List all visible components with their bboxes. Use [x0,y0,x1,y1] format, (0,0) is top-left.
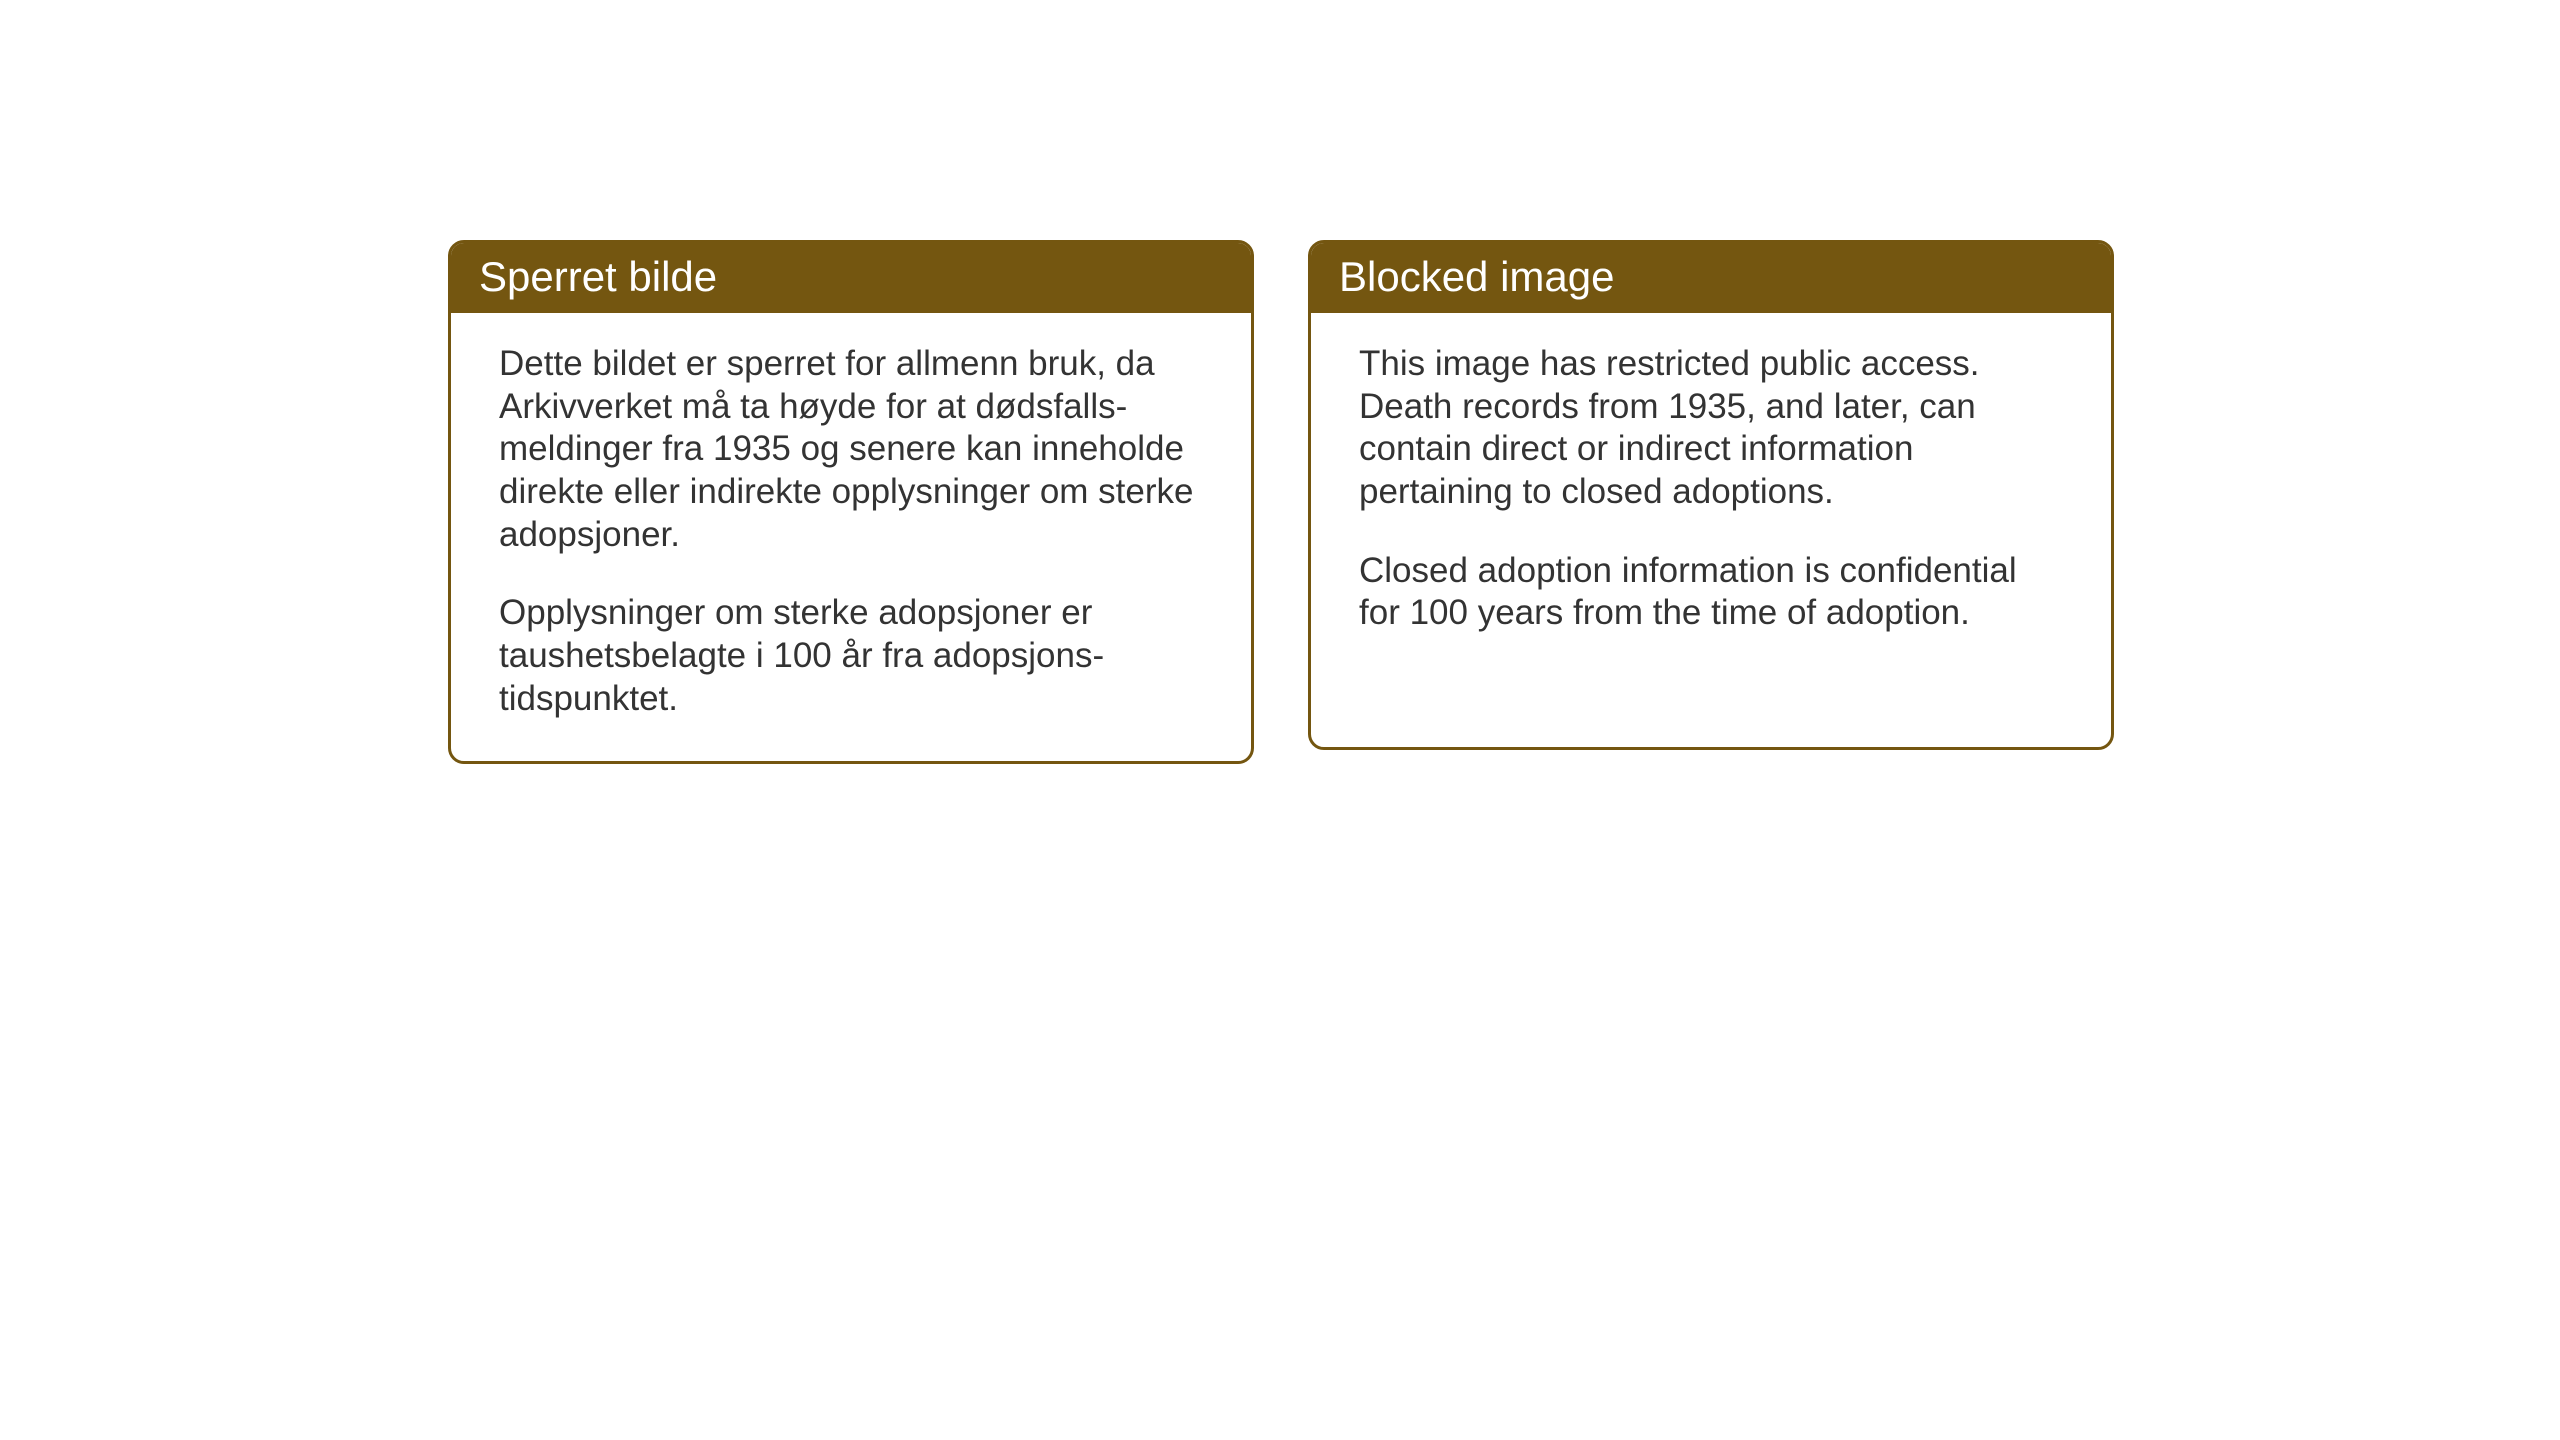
card-header-norwegian: Sperret bilde [451,243,1251,313]
notice-container: Sperret bilde Dette bildet er sperret fo… [448,240,2114,764]
card-paragraph-norwegian-2: Opplysninger om sterke adopsjoner er tau… [499,592,1203,720]
card-title-norwegian: Sperret bilde [479,253,717,300]
card-body-norwegian: Dette bildet er sperret for allmenn bruk… [451,313,1251,761]
card-paragraph-english-1: This image has restricted public access.… [1359,343,2063,514]
card-body-english: This image has restricted public access.… [1311,313,2111,675]
card-paragraph-norwegian-1: Dette bildet er sperret for allmenn bruk… [499,343,1203,556]
card-title-english: Blocked image [1339,253,1614,300]
notice-card-norwegian: Sperret bilde Dette bildet er sperret fo… [448,240,1254,764]
notice-card-english: Blocked image This image has restricted … [1308,240,2114,750]
card-paragraph-english-2: Closed adoption information is confident… [1359,550,2063,635]
card-header-english: Blocked image [1311,243,2111,313]
